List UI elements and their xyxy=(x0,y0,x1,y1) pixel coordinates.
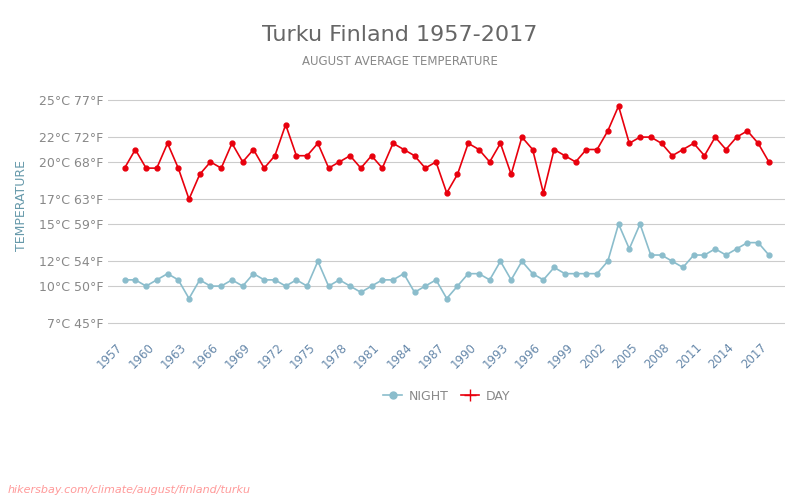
Text: hikersbay.com/climate/august/finland/turku: hikersbay.com/climate/august/finland/tur… xyxy=(8,485,251,495)
Y-axis label: TEMPERATURE: TEMPERATURE xyxy=(15,160,28,251)
Text: AUGUST AVERAGE TEMPERATURE: AUGUST AVERAGE TEMPERATURE xyxy=(302,55,498,68)
Text: Turku Finland 1957-2017: Turku Finland 1957-2017 xyxy=(262,25,538,45)
Legend: NIGHT, DAY: NIGHT, DAY xyxy=(378,384,515,407)
